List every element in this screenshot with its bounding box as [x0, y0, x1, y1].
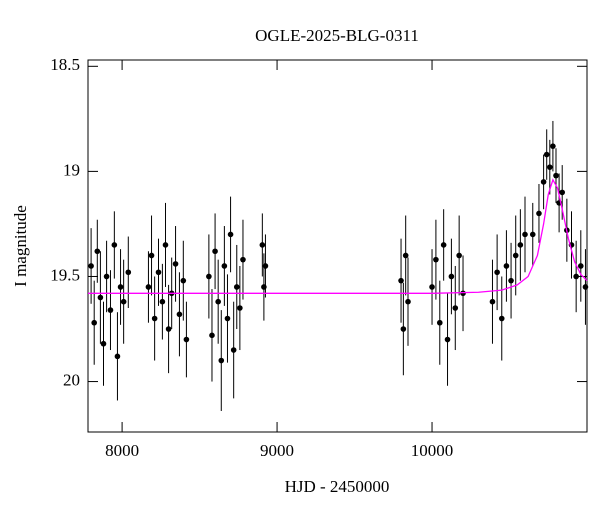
data-point	[94, 248, 101, 255]
data-point	[494, 269, 500, 276]
data-point	[125, 269, 132, 276]
data-point	[489, 298, 496, 305]
data-point	[145, 284, 152, 290]
data-point	[559, 189, 566, 196]
data-point	[452, 305, 459, 311]
data-point	[162, 242, 169, 248]
data-point	[543, 151, 550, 158]
x-tick-label: 10000	[411, 441, 454, 460]
data-point	[508, 277, 514, 284]
x-tick-label: 8000	[105, 441, 139, 460]
data-point	[498, 315, 505, 322]
data-point	[224, 315, 231, 322]
data-point	[117, 284, 124, 290]
data-point	[536, 210, 542, 217]
data-point	[230, 347, 237, 353]
data-point	[547, 164, 553, 170]
data-point	[218, 357, 225, 364]
data-point	[107, 307, 114, 313]
data-point	[522, 231, 528, 238]
data-point	[578, 263, 584, 269]
data-point	[240, 256, 246, 263]
data-point	[180, 277, 187, 284]
data-point	[444, 336, 451, 343]
data-point	[155, 269, 162, 276]
model-curve	[88, 178, 588, 294]
data-point	[433, 256, 439, 263]
data-point	[215, 298, 221, 305]
data-point	[209, 332, 215, 339]
data-point	[259, 242, 266, 248]
data-point	[233, 284, 240, 290]
data-point	[573, 273, 579, 280]
data-point	[402, 252, 409, 259]
data-point	[120, 298, 127, 305]
data-point	[237, 305, 243, 311]
data-point	[503, 263, 510, 269]
data-point	[456, 252, 462, 259]
data-point	[176, 311, 183, 318]
data-point	[206, 273, 212, 280]
data-point	[405, 298, 411, 305]
data-point	[440, 242, 447, 248]
data-point	[398, 277, 404, 284]
data-point	[114, 353, 121, 360]
data-point	[91, 319, 97, 326]
chart-title: OGLE-2025-BLG-0311	[255, 26, 419, 45]
data-point	[550, 143, 556, 149]
data-point	[88, 263, 94, 269]
data-point	[400, 326, 407, 332]
data-point	[221, 263, 228, 269]
data-point	[517, 242, 524, 248]
data-point	[529, 231, 536, 238]
data-point	[97, 294, 104, 301]
data-point	[103, 273, 110, 280]
data-point	[460, 290, 466, 297]
plot-frame	[87, 59, 588, 433]
data-point	[172, 261, 179, 267]
data-point	[151, 315, 158, 322]
y-tick-label: 19.5	[50, 265, 80, 284]
data-point	[183, 336, 190, 343]
data-point	[436, 319, 443, 326]
data-point	[165, 326, 172, 332]
data-point	[111, 242, 118, 248]
y-axis-label: I magnitude	[11, 205, 30, 287]
data-point	[148, 252, 155, 259]
data-point	[227, 231, 234, 238]
data-point	[429, 284, 435, 290]
data-point	[448, 273, 455, 280]
y-tick-label: 18.5	[50, 55, 80, 74]
data-point	[540, 179, 547, 185]
data-point	[262, 263, 269, 269]
y-tick-label: 20	[63, 370, 80, 389]
data-point	[159, 298, 166, 305]
x-axis-label: HJD - 2450000	[285, 477, 390, 496]
data-point	[100, 340, 107, 347]
data-point	[212, 248, 218, 255]
data-point	[582, 284, 589, 290]
data-point	[553, 172, 559, 179]
data-point	[512, 252, 519, 259]
x-tick-label: 9000	[260, 441, 294, 460]
y-tick-label: 19	[63, 160, 80, 179]
